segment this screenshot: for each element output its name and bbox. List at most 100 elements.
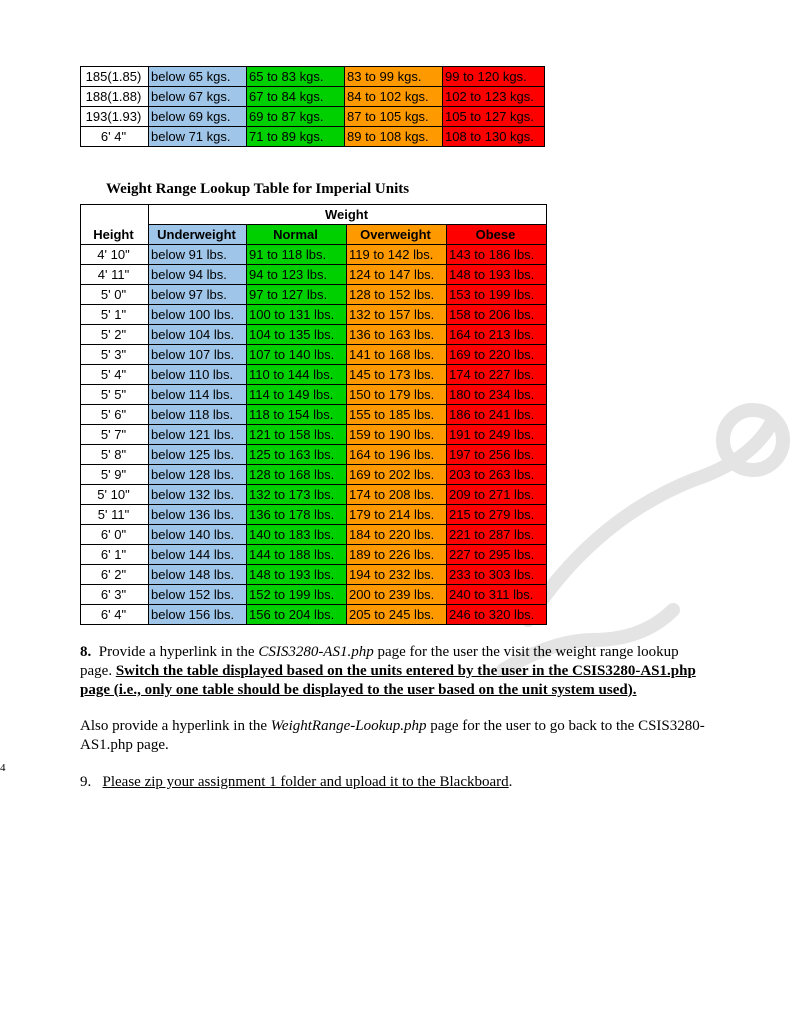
table-cell: below 97 lbs. <box>149 285 247 305</box>
column-header: Obese <box>447 225 547 245</box>
table-header-row: Weight <box>81 205 547 225</box>
column-header: Overweight <box>347 225 447 245</box>
table-cell: 246 to 320 lbs. <box>447 605 547 625</box>
table-cell: 97 to 127 lbs. <box>247 285 347 305</box>
column-header: Height <box>81 225 149 245</box>
table-cell: 233 to 303 lbs. <box>447 565 547 585</box>
table-cell: 240 to 311 lbs. <box>447 585 547 605</box>
table-cell: below 136 lbs. <box>149 505 247 525</box>
table-row: 6' 1"below 144 lbs.144 to 188 lbs.189 to… <box>81 545 547 565</box>
table-cell: 124 to 147 lbs. <box>347 265 447 285</box>
table-cell: below 94 lbs. <box>149 265 247 285</box>
table-row: 5' 5"below 114 lbs.114 to 149 lbs.150 to… <box>81 385 547 405</box>
p9-tail: . <box>509 774 513 790</box>
table-cell: 4' 10" <box>81 245 149 265</box>
table-row: 5' 3"below 107 lbs.107 to 140 lbs.141 to… <box>81 345 547 365</box>
table-cell: 108 to 130 kgs. <box>443 127 545 147</box>
table-cell: 99 to 120 kgs. <box>443 67 545 87</box>
table-row: 6' 4"below 71 kgs.71 to 89 kgs.89 to 108… <box>81 127 545 147</box>
table-row: 5' 1"below 100 lbs.100 to 131 lbs.132 to… <box>81 305 547 325</box>
p8c-filename-2: WeightRange-Lookup.php <box>271 718 427 734</box>
table-row: 188(1.88)below 67 kgs.67 to 84 kgs.84 to… <box>81 87 545 107</box>
table-cell: 164 to 213 lbs. <box>447 325 547 345</box>
table-cell: 155 to 185 lbs. <box>347 405 447 425</box>
table-cell: 6' 4" <box>81 127 149 147</box>
table-cell: below 110 lbs. <box>149 365 247 385</box>
table-cell: 91 to 118 lbs. <box>247 245 347 265</box>
table-cell: 227 to 295 lbs. <box>447 545 547 565</box>
table-cell: 159 to 190 lbs. <box>347 425 447 445</box>
table-cell: below 132 lbs. <box>149 485 247 505</box>
table-cell: 215 to 279 lbs. <box>447 505 547 525</box>
weight-header: Weight <box>149 205 547 225</box>
table-cell: 145 to 173 lbs. <box>347 365 447 385</box>
table-cell: 6' 2" <box>81 565 149 585</box>
table-cell: 140 to 183 lbs. <box>247 525 347 545</box>
table-cell: 148 to 193 lbs. <box>247 565 347 585</box>
table-cell: 205 to 245 lbs. <box>347 605 447 625</box>
table-cell: 188(1.88) <box>81 87 149 107</box>
table-cell: below 65 kgs. <box>149 67 247 87</box>
p8-filename-1: CSIS3280-AS1.php <box>258 644 373 660</box>
table-cell: 132 to 157 lbs. <box>347 305 447 325</box>
table-cell: 87 to 105 kgs. <box>345 107 443 127</box>
table-cell: 153 to 199 lbs. <box>447 285 547 305</box>
table-cell: 83 to 99 kgs. <box>345 67 443 87</box>
table-cell: 104 to 135 lbs. <box>247 325 347 345</box>
table-cell: below 107 lbs. <box>149 345 247 365</box>
table-cell: 164 to 196 lbs. <box>347 445 447 465</box>
table-cell: below 71 kgs. <box>149 127 247 147</box>
p8-text-a: Provide a hyperlink in the <box>99 644 259 660</box>
table-row: 6' 2"below 148 lbs.148 to 193 lbs.194 to… <box>81 565 547 585</box>
table-cell: 189 to 226 lbs. <box>347 545 447 565</box>
table-row: 6' 0"below 140 lbs.140 to 183 lbs.184 to… <box>81 525 547 545</box>
table-cell: 69 to 87 kgs. <box>247 107 345 127</box>
table-cell: below 91 lbs. <box>149 245 247 265</box>
instruction-8b: Also provide a hyperlink in the WeightRa… <box>80 717 713 755</box>
table-cell: 150 to 179 lbs. <box>347 385 447 405</box>
table-row: 5' 9"below 128 lbs.128 to 168 lbs.169 to… <box>81 465 547 485</box>
table-cell: 65 to 83 kgs. <box>247 67 345 87</box>
metric-weight-table: 185(1.85)below 65 kgs.65 to 83 kgs.83 to… <box>80 66 545 147</box>
table-cell: 6' 0" <box>81 525 149 545</box>
table-cell: below 67 kgs. <box>149 87 247 107</box>
table-cell: 5' 1" <box>81 305 149 325</box>
table-cell: below 100 lbs. <box>149 305 247 325</box>
table-cell: below 69 kgs. <box>149 107 247 127</box>
table-cell: 180 to 234 lbs. <box>447 385 547 405</box>
table-cell: 194 to 232 lbs. <box>347 565 447 585</box>
table-row: 5' 10"below 132 lbs.132 to 173 lbs.174 t… <box>81 485 547 505</box>
table-cell: 184 to 220 lbs. <box>347 525 447 545</box>
table-cell: 185(1.85) <box>81 67 149 87</box>
table-cell: 5' 6" <box>81 405 149 425</box>
table-cell: 119 to 142 lbs. <box>347 245 447 265</box>
table-cell: 6' 1" <box>81 545 149 565</box>
table-cell: 156 to 204 lbs. <box>247 605 347 625</box>
imperial-weight-table: WeightHeightUnderweightNormalOverweightO… <box>80 204 547 625</box>
table-cell: 6' 3" <box>81 585 149 605</box>
table-row: 5' 0"below 97 lbs.97 to 127 lbs.128 to 1… <box>81 285 547 305</box>
table-cell: 89 to 108 kgs. <box>345 127 443 147</box>
table-cell: 4' 11" <box>81 265 149 285</box>
table-cell: 5' 5" <box>81 385 149 405</box>
p9-underline: Please zip your assignment 1 folder and … <box>103 774 509 790</box>
column-header: Normal <box>247 225 347 245</box>
table-cell: 200 to 239 lbs. <box>347 585 447 605</box>
table-cell: 148 to 193 lbs. <box>447 265 547 285</box>
table-cell: 193(1.93) <box>81 107 149 127</box>
table-cell: below 140 lbs. <box>149 525 247 545</box>
table-cell: 144 to 188 lbs. <box>247 545 347 565</box>
table-row: 4' 10"below 91 lbs.91 to 118 lbs.119 to … <box>81 245 547 265</box>
table-header-blank <box>81 205 149 225</box>
table-cell: below 148 lbs. <box>149 565 247 585</box>
table-cell: below 152 lbs. <box>149 585 247 605</box>
table-cell: 121 to 158 lbs. <box>247 425 347 445</box>
table-cell: 94 to 123 lbs. <box>247 265 347 285</box>
table-cell: 186 to 241 lbs. <box>447 405 547 425</box>
table-cell: 152 to 199 lbs. <box>247 585 347 605</box>
table-cell: below 128 lbs. <box>149 465 247 485</box>
table-cell: 136 to 178 lbs. <box>247 505 347 525</box>
table-cell: 221 to 287 lbs. <box>447 525 547 545</box>
table-cell: 5' 0" <box>81 285 149 305</box>
table-row: 5' 11"below 136 lbs.136 to 178 lbs.179 t… <box>81 505 547 525</box>
